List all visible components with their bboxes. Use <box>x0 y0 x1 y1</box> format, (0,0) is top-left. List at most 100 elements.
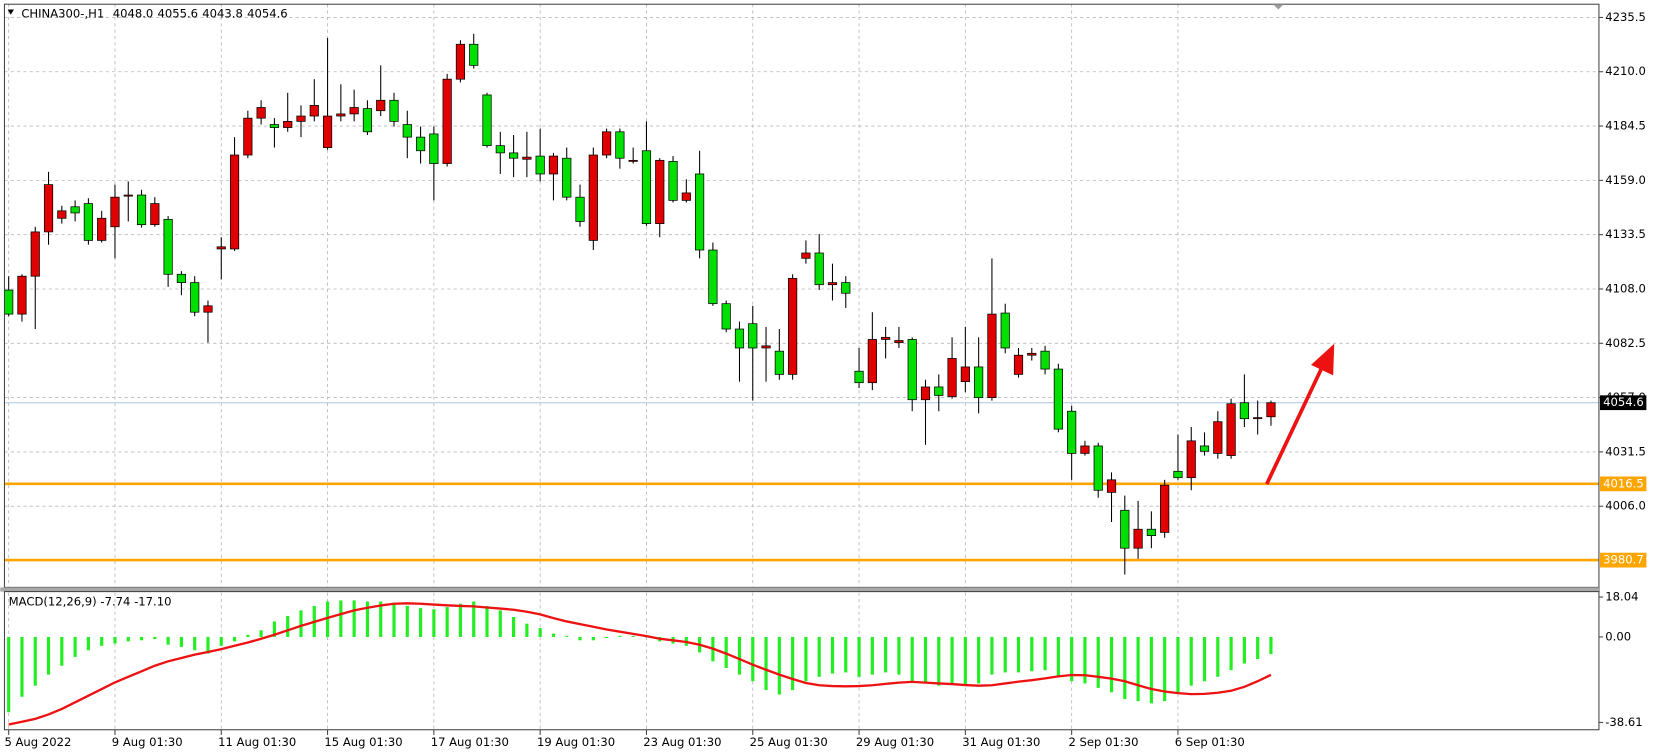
macd-bar <box>937 636 941 686</box>
macd-bar <box>325 601 330 637</box>
candle-body <box>136 194 147 226</box>
macd-bar <box>7 636 11 713</box>
x-tick-label: 17 Aug 01:30 <box>431 735 509 749</box>
macd-bar <box>751 636 755 682</box>
candle-body <box>934 386 944 396</box>
candle-body <box>229 154 240 250</box>
candle-body <box>1000 312 1010 349</box>
macd-bar <box>764 636 768 691</box>
candle-body <box>1213 421 1223 454</box>
macd-bar <box>286 615 290 637</box>
macd-bar <box>870 636 874 675</box>
y-tick-label: 4184.5 <box>1605 119 1646 133</box>
macd-bar <box>737 636 742 675</box>
candle-body <box>841 282 851 294</box>
candle-body <box>97 217 107 241</box>
macd-bar <box>1136 636 1140 702</box>
macd-bar <box>352 600 356 637</box>
macd-bar <box>299 610 303 637</box>
macd-bar <box>923 636 928 684</box>
candle-body <box>695 173 705 251</box>
x-tick-label: 23 Aug 01:30 <box>643 735 721 749</box>
candle-body <box>1080 445 1090 454</box>
level-label: 3980.7 <box>1603 553 1644 567</box>
macd-bar <box>605 636 609 639</box>
candle-body <box>535 155 545 175</box>
macd-bar <box>193 636 197 651</box>
candle-body <box>708 249 718 305</box>
macd-bar <box>578 636 582 641</box>
candle-body <box>947 358 957 397</box>
candle-body <box>628 159 638 162</box>
x-tick-label: 11 Aug 01:30 <box>218 735 296 749</box>
candle-body <box>734 328 745 349</box>
level-label-box <box>1599 476 1647 492</box>
candle-body <box>123 194 133 197</box>
candle-body <box>216 246 226 250</box>
macd-bar <box>1176 636 1180 693</box>
panel-separator <box>0 587 1600 592</box>
candle-body <box>43 184 54 233</box>
candle-body <box>1160 484 1170 533</box>
x-tick-label: 2 Sep 01:30 <box>1068 735 1138 749</box>
x-tick-label: 6 Sep 01:30 <box>1175 735 1245 749</box>
x-tick-label: 29 Aug 01:30 <box>856 735 934 749</box>
macd-bar <box>565 635 569 637</box>
candle-body <box>1199 445 1210 452</box>
macd-bar <box>1003 636 1007 673</box>
candle-body <box>602 131 612 156</box>
candle-body <box>509 152 519 159</box>
macd-bar <box>777 636 781 695</box>
candle-body <box>402 124 412 138</box>
candle-body <box>296 115 306 122</box>
candle-body <box>1040 350 1050 370</box>
macd-bar <box>551 633 556 637</box>
header-triangle <box>7 9 14 15</box>
macd-bar <box>963 636 967 686</box>
macd-bar <box>1070 636 1074 682</box>
candle-body <box>974 366 984 398</box>
macd-bar <box>166 636 170 645</box>
candle-body <box>522 156 532 160</box>
macd-bar <box>485 605 489 637</box>
candle-body <box>681 192 691 201</box>
candle-body <box>1146 528 1156 536</box>
candle-body <box>150 203 160 226</box>
candle-body <box>362 108 373 133</box>
macd-bar <box>977 636 981 684</box>
macd-bar <box>1216 636 1220 677</box>
header-open: 4048.0 <box>113 6 154 20</box>
macd-title: MACD(12,26,9) -7.74 -17.10 <box>9 595 172 609</box>
candle-body <box>1266 402 1276 418</box>
macd-bar <box>857 636 861 677</box>
candle-body <box>1226 403 1236 456</box>
candle-body <box>907 339 917 401</box>
macd-bar <box>804 636 808 682</box>
candle-body <box>774 350 784 375</box>
candle-body <box>469 43 479 66</box>
macd-bar <box>897 636 901 675</box>
y-tick-label: 18.04 <box>1605 589 1638 603</box>
macd-bar <box>46 636 51 675</box>
candle-body <box>163 218 173 275</box>
macd-bar <box>1016 636 1021 673</box>
macd-bar <box>153 636 157 640</box>
macd-panel-frame <box>3 591 1600 731</box>
y-tick-label: 4235.5 <box>1605 10 1646 24</box>
candle-body <box>495 145 505 154</box>
macd-bar <box>113 636 117 644</box>
candle-body <box>17 275 27 315</box>
macd-bar <box>432 609 436 637</box>
macd-bar <box>512 617 516 637</box>
macd-bar <box>20 636 24 697</box>
macd-bar <box>272 621 276 637</box>
y-tick-label: 0.00 <box>1605 629 1631 643</box>
macd-bar <box>1242 636 1246 664</box>
macd-bar <box>525 623 529 637</box>
macd-bar <box>990 636 994 675</box>
candle-body <box>615 131 625 159</box>
macd-bar <box>379 601 383 637</box>
arrow-shaft <box>1265 363 1326 485</box>
candle-body <box>987 313 997 398</box>
candle-body <box>827 282 838 286</box>
